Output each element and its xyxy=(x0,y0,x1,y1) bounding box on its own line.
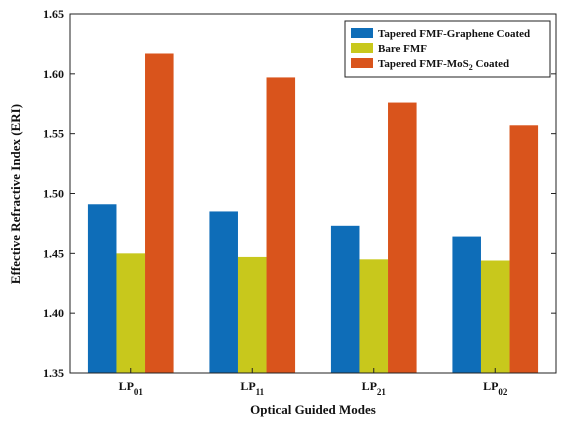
legend-swatch xyxy=(351,58,373,68)
y-tick-label: 1.50 xyxy=(43,187,64,201)
y-axis: 1.35 1.40 1.45 1.50 1.55 1.60 1.65 xyxy=(43,7,556,380)
bar-2-11 xyxy=(237,256,267,373)
bar-2-01 xyxy=(116,253,146,373)
bar-3-11 xyxy=(266,77,296,373)
legend: Tapered FMF-Graphene Coated Bare FMF Taper… xyxy=(344,20,551,78)
x-tick-label: LP02 xyxy=(483,379,508,397)
bar-1-01 xyxy=(87,204,117,373)
legend-swatch xyxy=(351,43,373,53)
bar-3-02 xyxy=(509,125,539,373)
x-axis-label: Optical Guided Modes xyxy=(250,402,376,417)
legend-box xyxy=(344,20,551,78)
x-tick-label: LP11 xyxy=(240,379,264,397)
bar-2-02 xyxy=(480,260,510,373)
y-tick-label: 1.45 xyxy=(43,246,64,260)
x-tick-label: LP21 xyxy=(362,379,387,397)
legend-entry: Tapered FMF-Graphene Coated xyxy=(378,28,530,40)
bar-1-02 xyxy=(452,236,481,373)
bar-1-21 xyxy=(330,225,360,373)
bar-3-01 xyxy=(145,53,174,374)
bar-1-11 xyxy=(209,211,238,373)
y-tick-label: 1.55 xyxy=(43,127,64,141)
legend-entry: Bare FMF xyxy=(378,43,427,55)
bars-group xyxy=(87,53,539,374)
legend-entry: Tapered FMF-MoS2 Coated xyxy=(378,58,509,72)
x-tick-label: LP01 xyxy=(119,379,144,397)
y-tick-label: 1.65 xyxy=(43,7,64,21)
x-axis: LP01 LP11 LP21 LP02 xyxy=(119,368,508,397)
y-tick-label: 1.60 xyxy=(43,67,64,81)
bar-3-21 xyxy=(388,102,417,373)
legend-swatch xyxy=(351,28,373,38)
bar-2-21 xyxy=(359,259,389,373)
y-tick-label: 1.35 xyxy=(43,366,64,380)
y-tick-label: 1.40 xyxy=(43,306,64,320)
y-axis-label: Effective Refractive Index (ERI) xyxy=(8,104,23,284)
